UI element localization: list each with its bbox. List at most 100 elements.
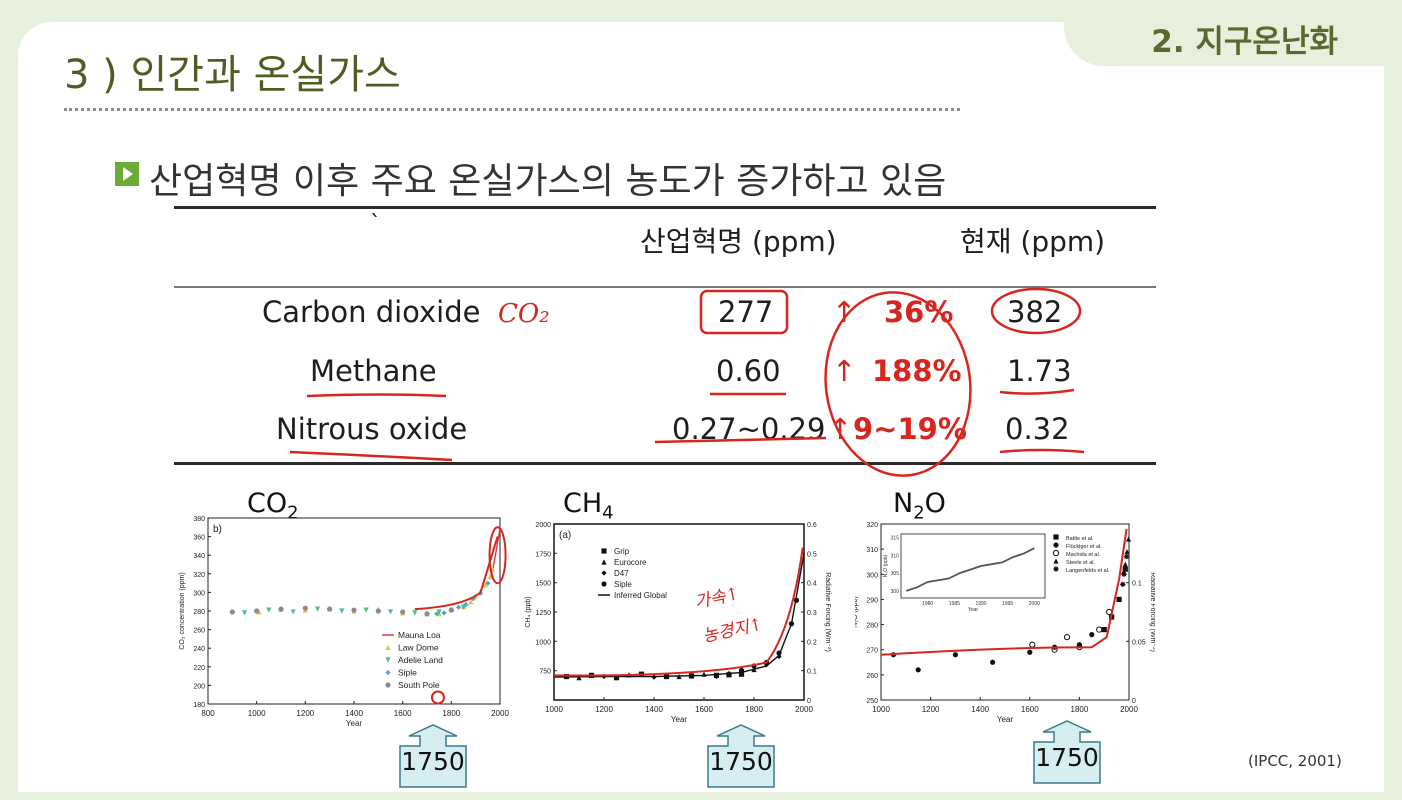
data-point <box>1122 566 1128 572</box>
y-tick-label: 200 <box>193 683 205 690</box>
data-point <box>412 610 418 616</box>
legend-label: South Pole <box>398 680 440 690</box>
increase-nitrous: 9~19% <box>853 412 967 446</box>
callout-1750-n2o: 1750 <box>1032 720 1102 784</box>
y-tick-label: 290 <box>866 597 878 604</box>
preindustrial-methane: 0.60 <box>716 354 781 388</box>
y2-tick-label: 0 <box>807 698 811 705</box>
x-axis-label: Year <box>997 715 1014 724</box>
legend-swatch <box>601 570 607 576</box>
legend-label: Steele et al. <box>1066 560 1096 566</box>
y2-tick-label: 0.2 <box>807 639 817 646</box>
panel-label: b) <box>213 524 222 535</box>
y-tick-label: 1000 <box>535 639 551 646</box>
data-point <box>738 671 745 677</box>
table-top-rule <box>174 206 1156 209</box>
inset-x-tick-label: 1990 <box>975 601 986 607</box>
y-tick-label: 280 <box>193 609 205 616</box>
data-point <box>400 609 406 615</box>
up-arrow-icon <box>399 724 467 788</box>
chart-title-co2: CO2 <box>247 488 299 524</box>
plot-frame <box>880 523 1130 701</box>
ch4-note-1: 가속↑ <box>693 584 742 613</box>
arrow-nitrous: ↑ <box>828 412 853 446</box>
legend-label: Siple <box>398 668 417 678</box>
data-point <box>613 675 620 681</box>
legend-label: Grip <box>614 547 630 556</box>
x-tick-label: 1400 <box>971 705 989 714</box>
data-point <box>1089 632 1095 638</box>
header-current: 현재 (ppm) <box>960 225 1106 258</box>
up-arrow-icon <box>1033 720 1101 784</box>
inset-x-tick-label: 1985 <box>949 601 960 607</box>
data-point <box>456 604 462 610</box>
x-axis-label: Year <box>346 719 363 728</box>
data-point <box>290 609 296 615</box>
data-point <box>327 606 333 612</box>
data-point <box>915 667 921 673</box>
red-circle <box>430 690 445 705</box>
x-tick-label: 2000 <box>1120 705 1138 714</box>
y2-tick-label: 0.4 <box>807 581 817 588</box>
data-point <box>1116 596 1122 603</box>
inset-y-tick-label: 305 <box>891 571 900 577</box>
section-tab: 2. 지구온난화 <box>1064 0 1402 66</box>
chart-title-n2o: N2O <box>893 488 946 524</box>
data-point <box>1096 626 1103 633</box>
y-tick-label: 380 <box>193 516 205 523</box>
data-point <box>351 607 357 613</box>
callout-1750-co2: 1750 <box>398 724 468 788</box>
data-point <box>302 605 308 611</box>
red-trend-line <box>414 536 499 611</box>
data-point <box>339 608 345 614</box>
panel-label: (a) <box>559 530 571 541</box>
data-point <box>1121 571 1127 577</box>
y-tick-label: 260 <box>866 673 878 680</box>
header-preindustrial: 산업혁명 (ppm) <box>640 225 837 258</box>
x-tick-label: 1800 <box>745 705 763 714</box>
inset-x-tick-label: 1995 <box>1002 601 1013 607</box>
y-tick-label: 220 <box>193 665 205 672</box>
inset-x-tick-label: 1980 <box>922 601 933 607</box>
data-point <box>576 675 582 681</box>
x-tick-label: 1400 <box>645 705 663 714</box>
legend-label: Langenfelds et al. <box>1066 568 1110 574</box>
data-point <box>1125 536 1132 542</box>
data-point <box>229 609 235 615</box>
y-tick-label: 180 <box>193 702 205 709</box>
preindustrial-nitrous: 0.27~0.29 <box>672 412 826 446</box>
gas-name-nitrous: Nitrous oxide <box>276 412 468 446</box>
n2o-chart: 1000 1200 1400 1600 1800 2000 250 260 270 280 290 3… <box>855 522 1155 724</box>
data-point <box>1027 649 1033 655</box>
y-axis-label: CO₂ concentration (ppm) <box>179 572 186 649</box>
x-tick-label: 1600 <box>394 709 412 718</box>
y2-tick-label: 0 <box>1132 698 1136 705</box>
preindustrial-co2: 277 <box>718 295 774 329</box>
y-tick-label: 310 <box>866 547 878 554</box>
legend-label: Eurocore <box>614 558 647 567</box>
inset-line <box>906 547 1035 592</box>
table-header-rule <box>174 286 1156 288</box>
callout-1750-ch4: 1750 <box>706 724 776 788</box>
arrow-methane: ↑ <box>832 354 857 388</box>
ch4-chart: 1000 1200 1400 1600 1800 2000 750 1000 1250 1500 1… <box>525 522 831 724</box>
gas-name-co2: Carbon dioxide <box>262 295 481 329</box>
x-tick-label: 1200 <box>922 705 940 714</box>
slide-card <box>18 22 1384 792</box>
y-tick-label: 270 <box>866 648 878 655</box>
data-point <box>1120 581 1126 587</box>
legend-swatch <box>1053 566 1059 572</box>
legend-swatch <box>1053 558 1059 564</box>
title-divider <box>64 108 960 111</box>
legend-swatch <box>601 559 607 565</box>
ch4-note-2: 농경지↑ <box>701 615 765 647</box>
current-methane: 1.73 <box>1007 354 1072 388</box>
legend-label: Adelie Land <box>398 655 443 665</box>
current-co2: 382 <box>1007 295 1063 329</box>
arrow-co2: ↑ <box>832 295 857 329</box>
inset-y-axis-label: N₂O (ppb) <box>883 554 889 577</box>
data-point <box>1122 561 1128 567</box>
y-tick-label: 280 <box>866 623 878 630</box>
data-point <box>952 652 958 658</box>
x-tick-label: 800 <box>201 709 215 718</box>
